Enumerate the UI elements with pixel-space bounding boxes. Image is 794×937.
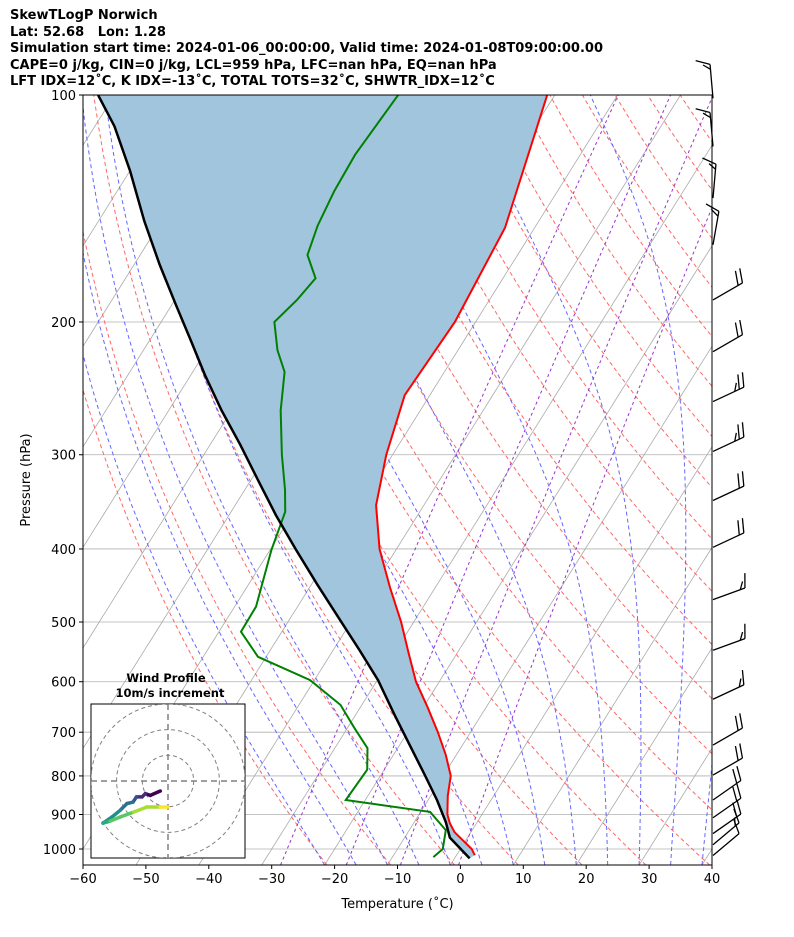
isotherm [83,95,367,549]
wind-barb [712,319,744,353]
dry-adiabat [125,95,519,865]
x-tick-label: −40 [195,872,222,887]
mixing-ratio-line [399,96,712,865]
wind-barb [712,713,744,746]
wind-barb [712,670,745,700]
x-tick-label: −50 [132,872,159,887]
hodograph-segment [148,789,163,798]
dry-adiabat [679,95,712,143]
mixing-ratio-line [280,95,619,865]
x-tick-label: 40 [704,872,721,887]
wind-barb [712,268,744,301]
title-station: SkewTLogP Norwich [10,8,158,23]
dry-adiabat [745,95,794,865]
isotherm [512,546,712,865]
y-tick-label: 800 [51,770,76,785]
axes: −60 −50 −40 −30 −20 −10 0 10 20 30 40 100 200 300 400 5… [19,89,720,912]
dry-adiabat [419,95,712,540]
wind-barb [705,203,720,245]
wind-barb [695,59,714,99]
wind-barb [712,422,745,453]
x-tick-label: 0 [456,872,464,887]
wind-barb [702,157,717,199]
y-tick-label: 900 [51,808,76,823]
dry-adiabat [83,388,328,865]
hodograph-subtitle: 10m/s increment [116,686,225,700]
dry-adiabat [713,95,794,865]
mixing-ratio-line [345,95,672,865]
y-tick-label: 700 [51,726,76,741]
dry-adiabat [484,95,712,438]
hodograph-title: Wind Profile [126,671,206,685]
x-tick-label: 30 [641,872,658,887]
x-tick-label: −10 [384,872,411,887]
dry-adiabat [353,95,712,646]
mixing-ratio-line [458,206,712,865]
isotherm [701,848,712,865]
hodograph-segment [110,808,122,819]
hodograph-segment [118,810,136,819]
wind-barb [712,518,745,548]
title-latlon: Lat: 52.68 Lon: 1.28 [10,24,166,40]
hodograph-segment [131,805,149,814]
title-stability-indices: LFT IDX=12˚C, K IDX=-13˚C, TOTAL TOTS=32… [10,74,495,89]
dry-adiabat [83,229,391,865]
moist-adiabat [104,95,420,865]
y-tick-label: 100 [51,89,76,104]
cape-cin-shading [98,95,548,859]
title-cape-indices: CAPE=0 j/kg, CIN=0 j/kg, LCL=959 hPa, LF… [10,57,497,73]
wind-barb [712,743,744,776]
moist-adiabat [369,95,609,865]
wind-barb [695,108,714,147]
y-tick-label: 500 [51,616,76,631]
wind-barb [712,471,745,502]
y-tick-label: 200 [51,316,76,331]
isotherm [638,747,712,865]
x-tick-label: −60 [69,872,96,887]
title-times: Simulation start time: 2024-01-06_00:00:… [10,41,603,56]
dry-adiabat [516,95,712,387]
isotherm [324,245,712,865]
wind-barb [712,765,742,801]
y-axis-label: Pressure (hPa) [19,433,34,526]
x-axis-label: Temperature (˚C) [340,896,453,912]
moist-adiabat [297,95,577,865]
profiles [96,95,549,860]
moist-adiabat [734,95,794,865]
x-tick-label: 10 [515,872,532,887]
dry-adiabat [549,95,712,338]
isotherm [83,95,304,448]
x-tick-label: 20 [578,872,595,887]
chart-header: SkewTLogP Norwich Lat: 52.68 Lon: 1.28 S… [10,8,603,91]
moist-adiabat [589,95,687,865]
moist-adiabat [463,95,642,865]
wind-barb [712,573,746,601]
dry-adiabat [386,95,712,593]
dry-adiabat [614,95,712,240]
x-tick-label: −30 [258,872,285,887]
wind-barb [712,819,740,856]
wind-barb [712,783,742,819]
hodograph-segment [108,815,122,823]
dry-adiabat [321,95,712,700]
parcel-line [96,95,471,860]
y-tick-label: 1000 [43,843,76,858]
isotherm [575,647,712,865]
dry-adiabat [93,95,455,865]
wind-barb [712,372,745,403]
x-tick-label: −20 [321,872,348,887]
wind-barbs [695,59,746,856]
y-tick-label: 300 [51,449,76,464]
moist-adiabat [83,352,326,865]
wind-barb [712,623,746,651]
y-tick-label: 400 [51,543,76,558]
dry-adiabat [288,95,712,755]
y-tick-label: 600 [51,676,76,691]
dry-adiabat [647,95,712,191]
